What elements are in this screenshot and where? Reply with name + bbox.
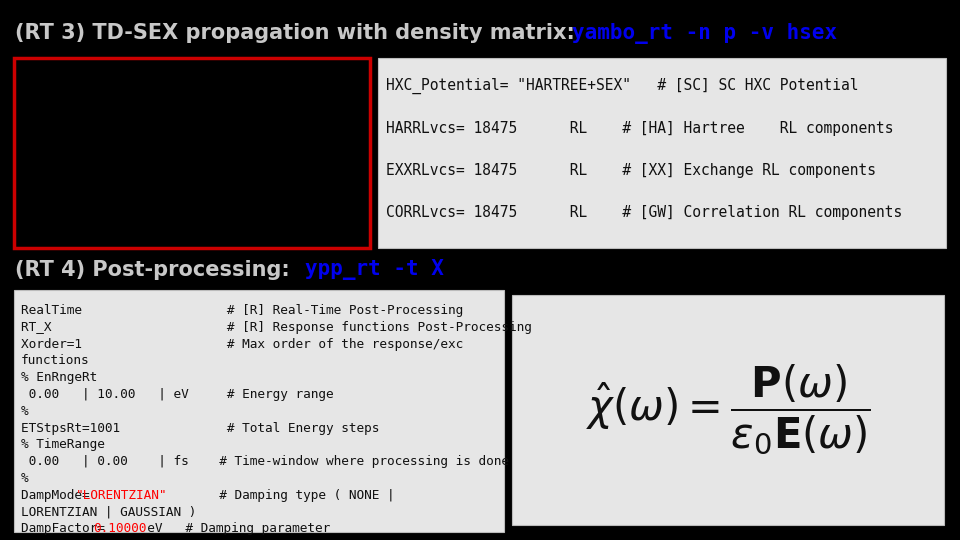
FancyBboxPatch shape [14, 290, 504, 532]
Text: LORENTZIAN | GAUSSIAN ): LORENTZIAN | GAUSSIAN ) [21, 505, 197, 518]
Text: % TimeRange: % TimeRange [21, 438, 105, 451]
Text: yambo_rt -n p -v hsex: yambo_rt -n p -v hsex [572, 23, 837, 44]
Text: $\hat{\chi}(\omega) = \dfrac{\mathbf{P}(\omega)}{\epsilon_0\mathbf{E}(\omega)}$: $\hat{\chi}(\omega) = \dfrac{\mathbf{P}(… [586, 363, 871, 457]
Text: # Damping type ( NONE |: # Damping type ( NONE | [143, 489, 395, 502]
FancyBboxPatch shape [14, 58, 370, 248]
Text: % EnRngeRt: % EnRngeRt [21, 371, 97, 384]
Text: CORRLvcs= 18475      RL    # [GW] Correlation RL components: CORRLvcs= 18475 RL # [GW] Correlation RL… [386, 205, 902, 219]
Text: %: % [21, 472, 29, 485]
Text: Xorder=1                   # Max order of the response/exc: Xorder=1 # Max order of the response/exc [21, 338, 464, 350]
Text: (RT 3) TD-SEX propagation with density matrix:: (RT 3) TD-SEX propagation with density m… [15, 23, 575, 43]
Text: 0.10000: 0.10000 [93, 522, 146, 535]
Text: DampMode=: DampMode= [21, 489, 97, 502]
FancyBboxPatch shape [512, 295, 944, 525]
Text: HXC_Potential= "HARTREE+SEX"   # [SC] SC HXC Potential: HXC_Potential= "HARTREE+SEX" # [SC] SC H… [386, 78, 858, 94]
FancyBboxPatch shape [378, 58, 946, 248]
Text: ypp_rt -t X: ypp_rt -t X [305, 260, 444, 280]
Text: RT_X                       # [R] Response functions Post-Processing: RT_X # [R] Response functions Post-Proce… [21, 321, 532, 334]
Text: 0.00   | 0.00    | fs    # Time-window where processing is done: 0.00 | 0.00 | fs # Time-window where pro… [21, 455, 509, 468]
Text: RealTime                   # [R] Real-Time Post-Processing: RealTime # [R] Real-Time Post-Processing [21, 304, 464, 317]
Text: EXXRLvcs= 18475      RL    # [XX] Exchange RL components: EXXRLvcs= 18475 RL # [XX] Exchange RL co… [386, 163, 876, 178]
Text: %: % [21, 405, 29, 418]
Text: DampFactor=: DampFactor= [21, 522, 120, 535]
Text: 0.00   | 10.00   | eV     # Energy range: 0.00 | 10.00 | eV # Energy range [21, 388, 334, 401]
Text: HARRLvcs= 18475      RL    # [HA] Hartree    RL components: HARRLvcs= 18475 RL # [HA] Hartree RL com… [386, 120, 894, 136]
Text: functions: functions [21, 354, 89, 367]
Text: "LORENTZIAN": "LORENTZIAN" [76, 489, 168, 502]
Text: ETStpsRt=1001              # Total Energy steps: ETStpsRt=1001 # Total Energy steps [21, 422, 379, 435]
Text: eV   # Damping parameter: eV # Damping parameter [132, 522, 330, 535]
Text: (RT 4) Post-processing:: (RT 4) Post-processing: [15, 260, 290, 280]
